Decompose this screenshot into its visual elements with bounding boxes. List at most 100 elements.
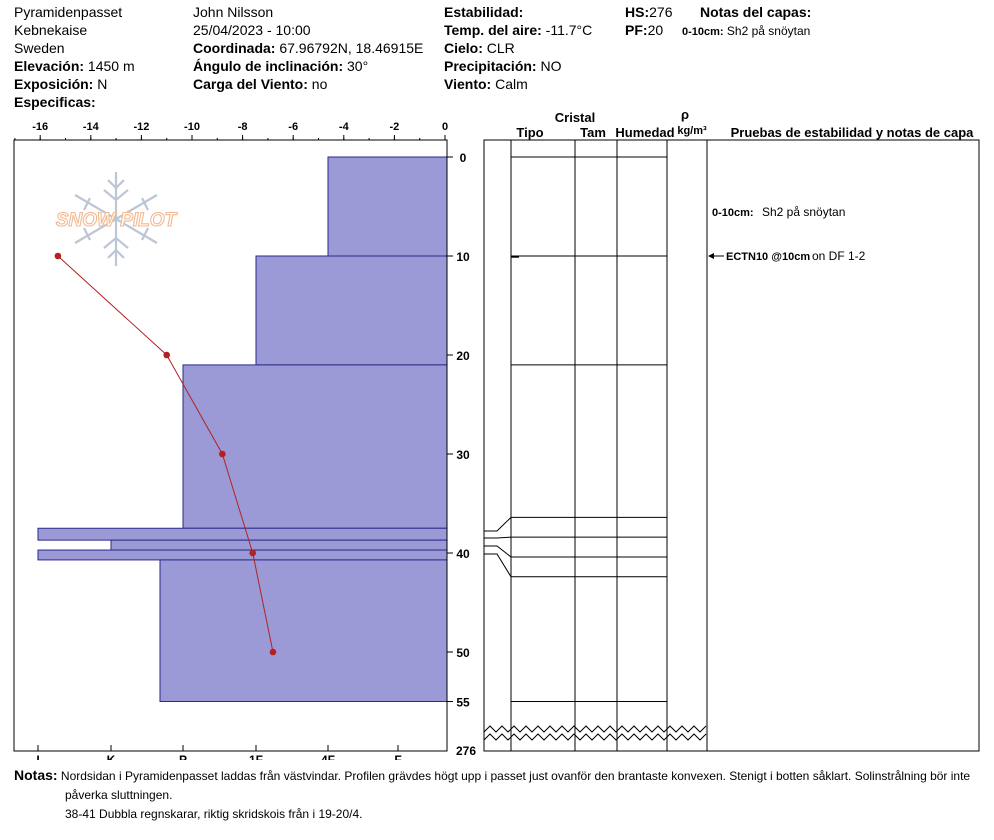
temp-point	[54, 252, 62, 260]
sky-label: Cielo:	[444, 40, 483, 56]
notes-line-3: 38-41 Dubbla regnskarar, riktig skridsko…	[65, 807, 363, 821]
coord-label: Coordinada:	[193, 40, 276, 56]
stability-notes: 0-10cm: Sh2 på snöytan ECTN10 @10cm on DF 1…	[708, 205, 866, 263]
header-tests: Pruebas de estabilidad y notas de capa	[731, 125, 975, 140]
hardness-tick-label: F	[394, 753, 401, 760]
air-temp-row: Temp. del aire: -11.7°C	[444, 21, 592, 39]
temperature-profile	[54, 252, 277, 656]
hs-row: HS:276	[625, 3, 672, 21]
header-tipo: Tipo	[516, 125, 543, 140]
depth-bottom-label: 276	[456, 744, 476, 758]
hardness-tick-label: K	[107, 753, 116, 760]
hardness-bar	[159, 559, 448, 702]
snowpilot-logo: SNOW PILOT	[55, 172, 178, 266]
temperature-axis: -16 -14 -12 -10 -8 -6 -4 -2 0	[14, 121, 448, 140]
temp-tick-label: -4	[339, 121, 350, 133]
note-label: 0-10cm:	[712, 207, 754, 219]
specifics-label: Especificas:	[14, 94, 96, 110]
header-tam: Tam	[580, 125, 606, 140]
snow-profile-chart: SNOW PILOT -16 -14 -12 -10 -8 -6 -4 -2 0 0 10 20 30…	[13, 107, 980, 760]
temp-point	[163, 351, 170, 359]
pf-row: PF:20	[625, 21, 663, 39]
temp-tick-label: 0	[442, 121, 448, 133]
precip-label: Precipitación:	[444, 58, 537, 74]
hardness-bar	[37, 527, 448, 541]
depth-tick-label: 30	[456, 448, 470, 462]
notes-line-1: Nordsidan i Pyramidenpasset laddas från …	[60, 769, 971, 783]
layer-note-text: Sh2 på snöytan	[726, 24, 811, 38]
layer-columns	[483, 139, 980, 752]
slope-row: Ángulo de inclinación: 30°	[193, 57, 368, 75]
header-humedad: Humedad	[615, 125, 674, 140]
header-density-unit: kg/m³	[677, 125, 707, 137]
hardness-bar	[37, 549, 448, 561]
stability-label: Estabilidad:	[444, 4, 524, 20]
temp-tick-label: -14	[83, 121, 100, 133]
wind-row: Viento: Calm	[444, 75, 528, 93]
snowflake-icon	[74, 172, 158, 266]
break-zigzag	[483, 725, 707, 741]
hardness-axis: I K P 1F 4F F	[36, 745, 402, 760]
hs-value: 276	[649, 4, 673, 20]
notes-line-2: påverka sluttningen.	[65, 788, 173, 802]
wind-load-row: Carga del Viento: no	[193, 75, 327, 93]
air-temp-value: -11.7°C	[545, 22, 593, 38]
sky-row: Cielo: CLR	[444, 39, 515, 57]
note-label: ECTN10 @10cm	[726, 251, 810, 263]
hardness-bar	[182, 364, 448, 529]
temp-tick-label: -2	[390, 121, 400, 133]
depth-tick-label: 10	[456, 250, 470, 264]
pf-value: 20	[647, 22, 664, 38]
elevation-label: Elevación:	[14, 58, 85, 74]
depth-tick-label: 0	[460, 151, 467, 165]
hs-label: HS:	[625, 4, 650, 20]
note-arrowhead	[708, 253, 714, 259]
notes-label: Notas:	[14, 767, 58, 783]
elevation-value: 1450 m	[87, 58, 135, 74]
layer-notes-label: Notas del capas:	[700, 4, 812, 20]
sky-value: CLR	[486, 40, 515, 56]
region: Kebnekaise	[14, 22, 88, 38]
temp-tick-label: -10	[184, 121, 200, 133]
coord-value: 67.96792N, 18.46915E	[279, 40, 424, 56]
columns-frame	[483, 139, 980, 752]
layer-connector	[484, 545, 512, 558]
wind-label: Viento:	[444, 76, 492, 92]
hardness-bar	[327, 156, 448, 257]
slope-label: Ángulo de inclinación:	[193, 58, 344, 74]
country: Sweden	[14, 40, 65, 56]
hardness-tick-label: 1F	[249, 753, 263, 760]
header-rho: ρ	[681, 107, 689, 122]
header-cristal: Cristal	[555, 110, 595, 125]
hardness-bar	[110, 539, 448, 551]
aspect-value: N	[97, 76, 108, 92]
depth-tick-label: 50	[456, 646, 470, 660]
coord-row: Coordinada: 67.96792N, 18.46915E	[193, 39, 423, 57]
aspect-row: Exposición: N	[14, 75, 107, 93]
logo-text: SNOW PILOT	[56, 210, 178, 231]
temp-tick-label: -6	[288, 121, 298, 133]
wind-load-label: Carga del Viento:	[193, 76, 308, 92]
note-text: on DF 1-2	[812, 249, 866, 263]
column-headers: Cristal Tipo Tam Humedad ρ kg/m³ Pruebas…	[516, 107, 974, 140]
observer: John Nilsson	[193, 4, 274, 20]
temp-tick-label: -8	[238, 121, 248, 133]
depth-tick-label: 55	[456, 696, 470, 710]
temp-tick-label: -12	[133, 121, 149, 133]
notes-section: Notas: Nordsidan i Pyramidenpasset ladda…	[14, 766, 989, 824]
pf-label: PF:	[625, 22, 648, 38]
elevation-row: Elevación: 1450 m	[14, 57, 135, 75]
wind-value: Calm	[495, 76, 528, 92]
aspect-label: Exposición:	[14, 76, 94, 92]
temp-point	[219, 450, 226, 458]
depth-tick-label: 40	[456, 547, 470, 561]
precip-value: NO	[540, 58, 562, 74]
slope-value: 30°	[347, 58, 369, 74]
air-temp-label: Temp. del aire:	[444, 22, 542, 38]
note-text: Sh2 på snöytan	[762, 205, 845, 219]
hardness-tick-label: 4F	[321, 753, 335, 760]
layer-note-row: 0-10cm: Sh2 på snöytan	[682, 22, 810, 41]
wind-load-value: no	[311, 76, 328, 92]
temp-point	[269, 648, 277, 656]
layer-note-depth: 0-10cm:	[682, 26, 724, 38]
